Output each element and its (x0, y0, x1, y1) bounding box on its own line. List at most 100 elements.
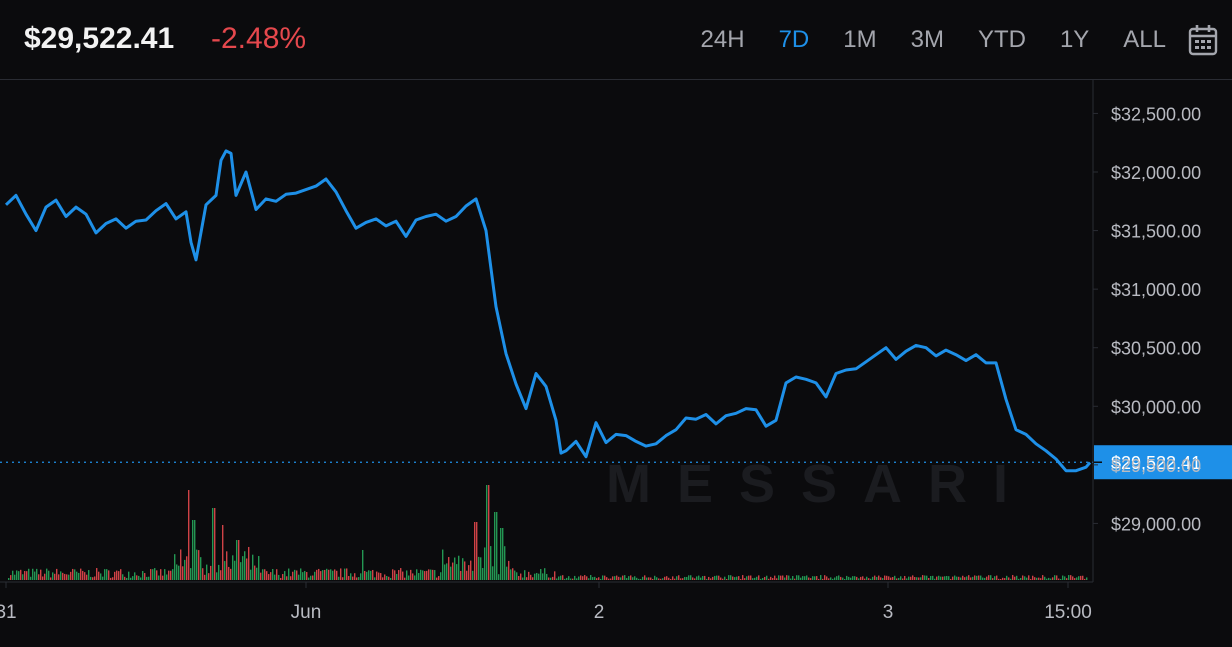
volume-bar (180, 549, 182, 580)
volume-bar (514, 570, 516, 580)
volume-bar (962, 575, 964, 580)
volume-bar (660, 578, 662, 580)
range-tab-1y[interactable]: 1Y (1059, 26, 1090, 53)
volume-bar (930, 576, 932, 580)
volume-bar (556, 578, 558, 580)
volume-bar (710, 578, 712, 580)
volume-bar (644, 575, 646, 580)
volume-bar (156, 570, 158, 580)
volume-bar (1084, 578, 1086, 580)
range-tab-3m[interactable]: 3M (910, 26, 944, 53)
volume-bar (1044, 576, 1046, 580)
volume-bar (182, 566, 184, 580)
volume-bar (682, 578, 684, 580)
volume-bar (590, 575, 592, 580)
volume-bar (304, 570, 306, 580)
current-price-tag (1094, 445, 1232, 480)
volume-bar (416, 569, 418, 580)
volume-bar (346, 568, 348, 580)
range-tab-ytd[interactable]: YTD (977, 26, 1026, 53)
y-tick-label: $32,000.00 (1111, 163, 1201, 183)
volume-bar (216, 572, 218, 580)
volume-bar (468, 565, 470, 580)
volume-bar (704, 575, 706, 580)
range-tab-24h[interactable]: 24H (700, 26, 745, 53)
volume-bar (1016, 575, 1018, 580)
volume-bar (662, 578, 664, 580)
volume-bar (1066, 578, 1068, 580)
volume-bar (818, 578, 820, 580)
volume-bar (282, 574, 284, 580)
volume-bar (320, 571, 322, 580)
volume-bar (670, 578, 672, 580)
volume-bar (426, 570, 428, 580)
volume-bar (520, 573, 522, 580)
volume-bar (836, 576, 838, 580)
volume-bar (148, 576, 150, 580)
volume-bar (654, 575, 656, 580)
volume-bar (42, 576, 44, 580)
volume-bar (38, 574, 40, 580)
volume-bar (638, 578, 640, 580)
volume-bar (34, 571, 36, 580)
volume-bar (474, 522, 476, 580)
volume-bar (298, 574, 300, 580)
volume-bar (696, 576, 698, 580)
volume-bar (778, 575, 780, 580)
y-tick-label: $32,500.00 (1111, 104, 1201, 124)
volume-bar (122, 574, 124, 580)
volume-bar (482, 568, 484, 580)
volume-bar (880, 577, 882, 580)
volume-bar (642, 576, 644, 580)
x-tick-label: 31 (0, 602, 17, 623)
volume-bar (620, 577, 622, 580)
volume-bar (194, 520, 196, 580)
volume-bar (406, 570, 408, 580)
volume-bar (312, 575, 314, 580)
volume-bar (224, 561, 226, 580)
volume-bar (936, 576, 938, 580)
volume-bar (544, 568, 546, 580)
volume-bar (1004, 578, 1006, 580)
range-tab-7d[interactable]: 7D (778, 26, 810, 53)
volume-bar (734, 577, 736, 580)
volume-bar (816, 576, 818, 580)
volume-bar (392, 569, 394, 580)
volume-bar (598, 577, 600, 580)
volume-bar (414, 575, 416, 580)
volume-bar (772, 578, 774, 580)
volume-bar (1060, 578, 1062, 580)
volume-bar (834, 577, 836, 580)
range-tab-all[interactable]: ALL (1123, 26, 1166, 53)
volume-bar (784, 577, 786, 580)
volume-bar (240, 562, 242, 580)
volume-bar (96, 568, 98, 580)
volume-bar (30, 576, 32, 580)
range-tab-1m[interactable]: 1M (843, 26, 877, 53)
range-selector: 24H 7D 1M 3M YTD 1Y ALL (667, 26, 1166, 54)
volume-bar (940, 576, 942, 580)
volume-bar (524, 570, 526, 580)
volume-bar (348, 576, 350, 580)
volume-bar (814, 576, 816, 580)
volume-bar (630, 575, 632, 580)
volume-bar (334, 569, 336, 580)
calendar-icon[interactable] (1188, 24, 1218, 56)
volume-bar (846, 575, 848, 580)
volume-bar (760, 578, 762, 580)
chart-svg[interactable]: MESSARI $29,522.41 $29,000.00 $29,500.00 $… (0, 80, 1232, 642)
volume-bar (380, 573, 382, 580)
volume-bar (518, 576, 520, 580)
volume-bar (404, 577, 406, 580)
volume-bar (592, 577, 594, 580)
volume-bar (188, 490, 190, 580)
price-chart[interactable]: MESSARI $29,522.41 $29,000.00 $29,500.00 $… (0, 80, 1232, 642)
volume-bar (950, 578, 952, 580)
volume-bar (882, 578, 884, 580)
volume-bar (54, 573, 56, 580)
volume-bar (510, 569, 512, 580)
volume-bar (862, 576, 864, 580)
volume-bar (616, 575, 618, 580)
volume-bar (64, 573, 66, 580)
volume-bar (618, 576, 620, 580)
